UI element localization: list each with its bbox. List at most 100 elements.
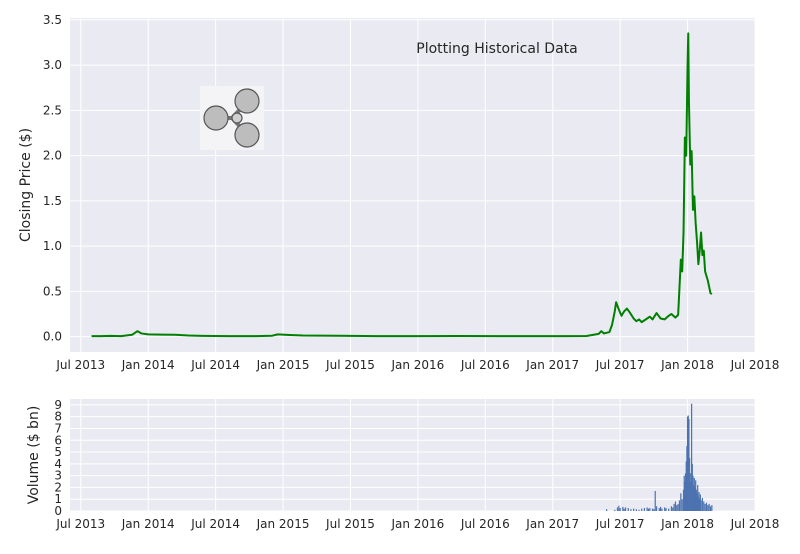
volume-bar bbox=[699, 499, 701, 511]
y-tick-label: 6 bbox=[54, 433, 62, 447]
y-tick-label: 2.5 bbox=[43, 103, 62, 117]
volume-bar bbox=[627, 508, 629, 511]
volume-bar bbox=[697, 496, 699, 511]
volume-bar bbox=[691, 463, 693, 511]
y-tick-label: 4 bbox=[54, 457, 62, 471]
x-tick-label: Jan 2014 bbox=[121, 358, 175, 372]
y-tick-label: 8 bbox=[54, 410, 62, 424]
volume-bar bbox=[647, 508, 650, 511]
volume-bar bbox=[685, 461, 687, 511]
volume-bar bbox=[703, 501, 705, 511]
y-tick-label: 2.0 bbox=[43, 149, 62, 163]
volume-bar bbox=[695, 489, 697, 511]
volume-bar bbox=[689, 457, 691, 511]
price-chart-x-ticks: Jul 2013 Jan 2014 Jul 2014 Jan 2015 Jul 2015… bbox=[55, 358, 779, 372]
volume-chart-grid bbox=[70, 399, 756, 512]
y-tick-label: 1 bbox=[54, 492, 62, 506]
volume-bar bbox=[638, 509, 640, 511]
x-tick-label: Jul 2014 bbox=[190, 517, 240, 531]
volume-bar bbox=[698, 492, 700, 511]
volume-chart-bars bbox=[606, 403, 713, 511]
x-tick-label: Jul 2013 bbox=[55, 517, 105, 531]
volume-bar bbox=[681, 499, 683, 511]
volume-bar bbox=[707, 505, 709, 511]
volume-bar bbox=[699, 494, 701, 511]
volume-bar bbox=[664, 507, 666, 511]
volume-bar bbox=[678, 500, 681, 511]
x-tick-label: Jul 2013 bbox=[55, 358, 105, 372]
price-chart: 0.0 0.5 1.0 1.5 2.0 2.5 3.0 3.5 Jul 2013 Jan 201… bbox=[18, 13, 779, 372]
x-tick-label: Jul 2016 bbox=[460, 358, 510, 372]
x-tick-label: Jan 2016 bbox=[390, 517, 444, 531]
y-tick-label: 3.0 bbox=[43, 58, 62, 72]
x-tick-label: Jul 2015 bbox=[325, 358, 375, 372]
y-tick-label: 9 bbox=[54, 398, 62, 412]
x-tick-label: Jul 2015 bbox=[325, 517, 375, 531]
volume-bar bbox=[689, 473, 691, 511]
volume-bar bbox=[705, 502, 708, 511]
x-tick-label: Jan 2016 bbox=[390, 358, 444, 372]
price-chart-plot-area bbox=[70, 18, 755, 352]
volume-bar bbox=[697, 485, 699, 511]
x-tick-label: Jul 2018 bbox=[730, 358, 780, 372]
volume-bar bbox=[708, 503, 710, 511]
x-tick-label: Jul 2017 bbox=[595, 358, 645, 372]
volume-bar bbox=[690, 481, 692, 511]
volume-bar bbox=[646, 507, 648, 511]
volume-bar bbox=[684, 473, 687, 511]
volume-bar bbox=[616, 507, 619, 511]
x-tick-label: Jan 2015 bbox=[256, 517, 310, 531]
volume-bar bbox=[643, 508, 646, 511]
x-tick-label: Jul 2017 bbox=[595, 517, 645, 531]
volume-bar bbox=[654, 490, 656, 511]
volume-chart-x-ticks: Jul 2013 Jan 2014 Jul 2014 Jan 2015 Jul 2015… bbox=[55, 517, 779, 531]
x-tick-label: Jan 2018 bbox=[660, 517, 714, 531]
volume-bar bbox=[682, 489, 685, 511]
volume-bar bbox=[692, 475, 694, 511]
price-series-line bbox=[91, 32, 713, 338]
price-chart-series bbox=[91, 32, 713, 338]
volume-bar bbox=[618, 505, 620, 511]
volume-bar bbox=[701, 498, 704, 511]
volume-bar bbox=[696, 493, 698, 511]
y-tick-label: 7 bbox=[54, 421, 62, 435]
y-tick-label: 3 bbox=[54, 469, 62, 483]
y-tick-label: 0.5 bbox=[43, 284, 62, 298]
ripple-logo-icon bbox=[200, 86, 264, 150]
volume-chart-plot-area bbox=[70, 399, 755, 511]
volume-bar bbox=[693, 485, 695, 511]
volume-bar bbox=[672, 507, 674, 511]
x-tick-label: Jan 2017 bbox=[525, 358, 579, 372]
logo-shapes bbox=[203, 88, 260, 148]
x-tick-label: Jan 2015 bbox=[256, 358, 310, 372]
volume-chart-y-axis-label: Volume ($ bn) bbox=[26, 406, 42, 505]
y-tick-label: 0 bbox=[54, 504, 62, 518]
volume-bar bbox=[686, 416, 689, 511]
y-tick-label: 3.5 bbox=[43, 13, 62, 27]
volume-bar bbox=[704, 503, 706, 511]
chart-annotation: Plotting Historical Data bbox=[416, 41, 577, 57]
volume-bar bbox=[623, 508, 625, 511]
volume-bar bbox=[700, 500, 702, 511]
volume-bar bbox=[695, 480, 697, 511]
x-tick-label: Jul 2014 bbox=[190, 358, 240, 372]
volume-bar bbox=[665, 508, 667, 511]
volume-bar bbox=[688, 419, 690, 511]
volume-bar bbox=[655, 506, 658, 511]
price-chart-y-ticks: 0.0 0.5 1.0 1.5 2.0 2.5 3.0 3.5 bbox=[43, 13, 62, 344]
volume-bar bbox=[683, 475, 685, 511]
volume-bar bbox=[635, 509, 637, 511]
volume-bar bbox=[677, 503, 679, 511]
price-chart-grid bbox=[70, 18, 756, 352]
x-tick-label: Jan 2014 bbox=[121, 517, 175, 531]
volume-bar bbox=[660, 506, 662, 511]
y-tick-label: 2 bbox=[54, 480, 62, 494]
volume-bar bbox=[606, 509, 608, 511]
volume-bar bbox=[661, 508, 663, 511]
y-tick-label: 1.0 bbox=[43, 239, 62, 253]
volume-bar bbox=[709, 506, 712, 511]
volume-bar bbox=[614, 509, 616, 511]
